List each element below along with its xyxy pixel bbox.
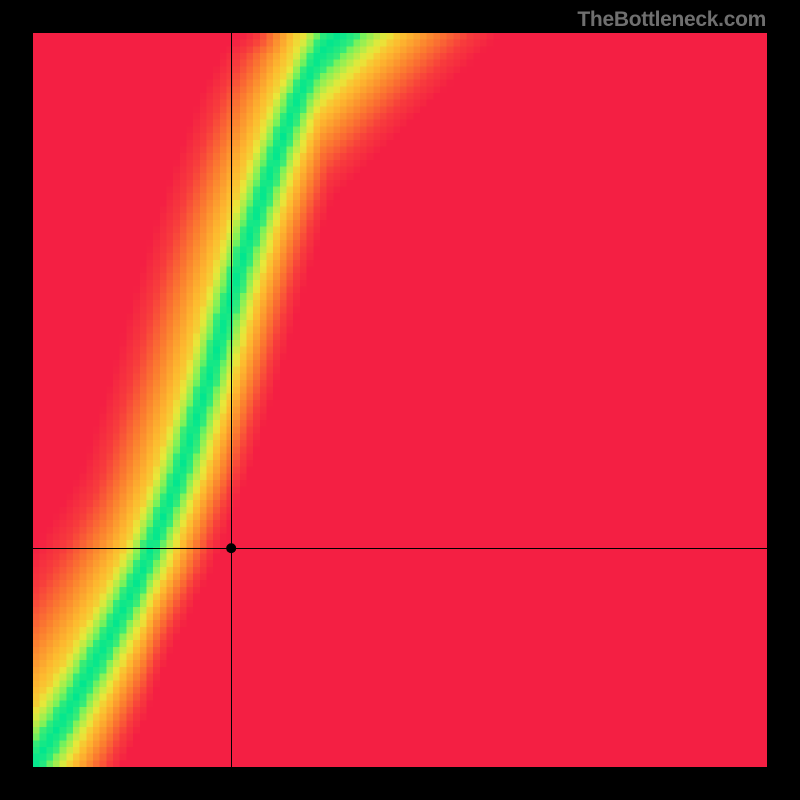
watermark-text: TheBottleneck.com	[577, 8, 766, 32]
chart-root: TheBottleneck.com	[0, 0, 800, 800]
overlay-canvas	[0, 0, 800, 800]
